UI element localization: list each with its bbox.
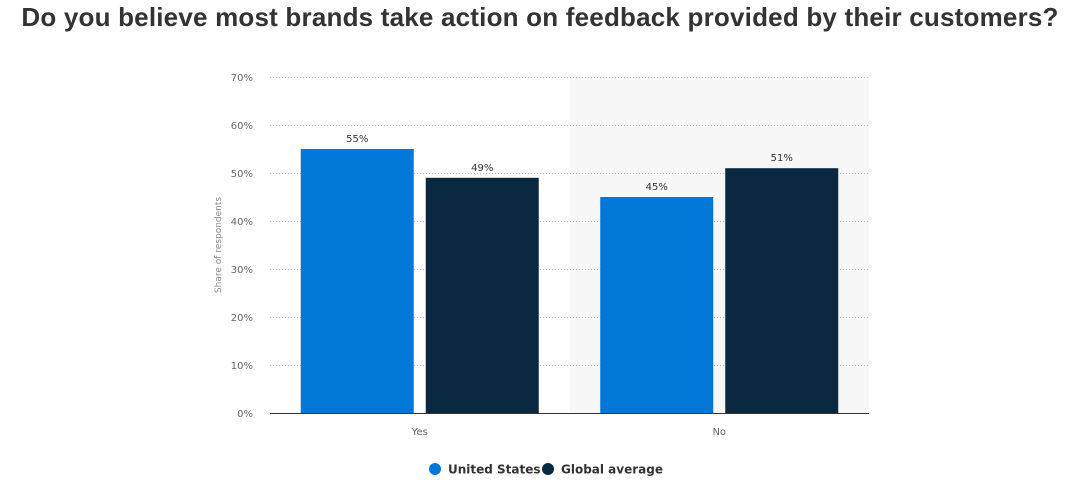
legend-label: Global average (561, 463, 663, 477)
legend: United States Global average (429, 463, 663, 477)
y-tick-label: 40% (231, 217, 253, 228)
bar (425, 177, 539, 413)
y-axis-ticks: 0% 10% 20% 30% 40% 50% 60% 70% (231, 73, 253, 420)
bar (725, 168, 839, 413)
data-label: 49% (471, 163, 493, 174)
y-tick-label: 20% (231, 313, 253, 324)
y-tick-label: 60% (231, 121, 253, 132)
y-tick-label: 0% (237, 409, 253, 420)
data-label: 51% (771, 153, 793, 164)
y-tick-label: 10% (231, 361, 253, 372)
bar (300, 149, 414, 413)
y-tick-label: 30% (231, 265, 253, 276)
y-axis-label: Share of respondents (214, 197, 224, 294)
data-labels: 55% 49% 45% 51% (346, 134, 793, 193)
x-tick-label: No (712, 427, 726, 438)
y-tick-label: 50% (231, 169, 253, 180)
page-title: Do you believe most brands take action o… (21, 2, 1059, 32)
data-label: 45% (646, 182, 668, 193)
legend-label: United States (448, 463, 541, 477)
legend-marker-icon (542, 463, 554, 475)
bar (600, 197, 714, 413)
y-tick-label: 70% (231, 73, 253, 84)
bars (300, 149, 839, 413)
data-label: 55% (346, 134, 368, 145)
x-axis-ticks: Yes No (411, 427, 726, 438)
legend-marker-icon (429, 463, 441, 475)
x-tick-label: Yes (411, 427, 428, 438)
